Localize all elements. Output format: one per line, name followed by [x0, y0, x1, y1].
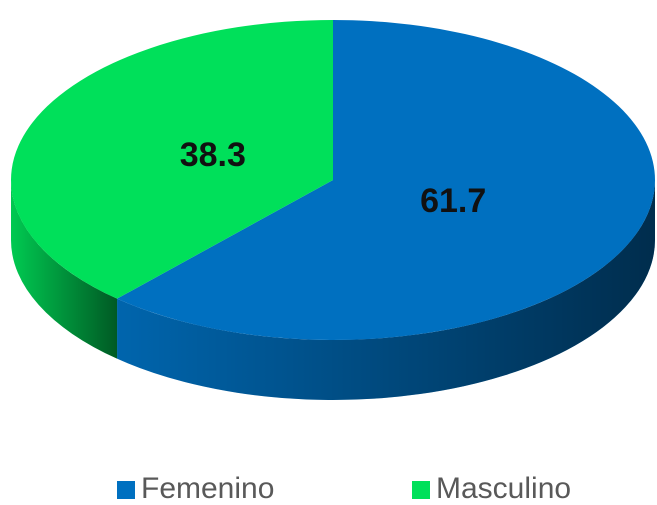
- legend-swatch: [412, 481, 430, 499]
- data-label: 38.3: [180, 136, 246, 174]
- side-shade: [11, 180, 118, 359]
- legend-label: Femenino: [141, 472, 274, 505]
- legend-swatch: [117, 481, 135, 499]
- data-label: 61.7: [420, 182, 486, 220]
- slice-top: [117, 20, 655, 340]
- side-shade: [117, 180, 655, 401]
- legend-label: Masculino: [436, 472, 571, 505]
- slice-top: [10, 20, 334, 299]
